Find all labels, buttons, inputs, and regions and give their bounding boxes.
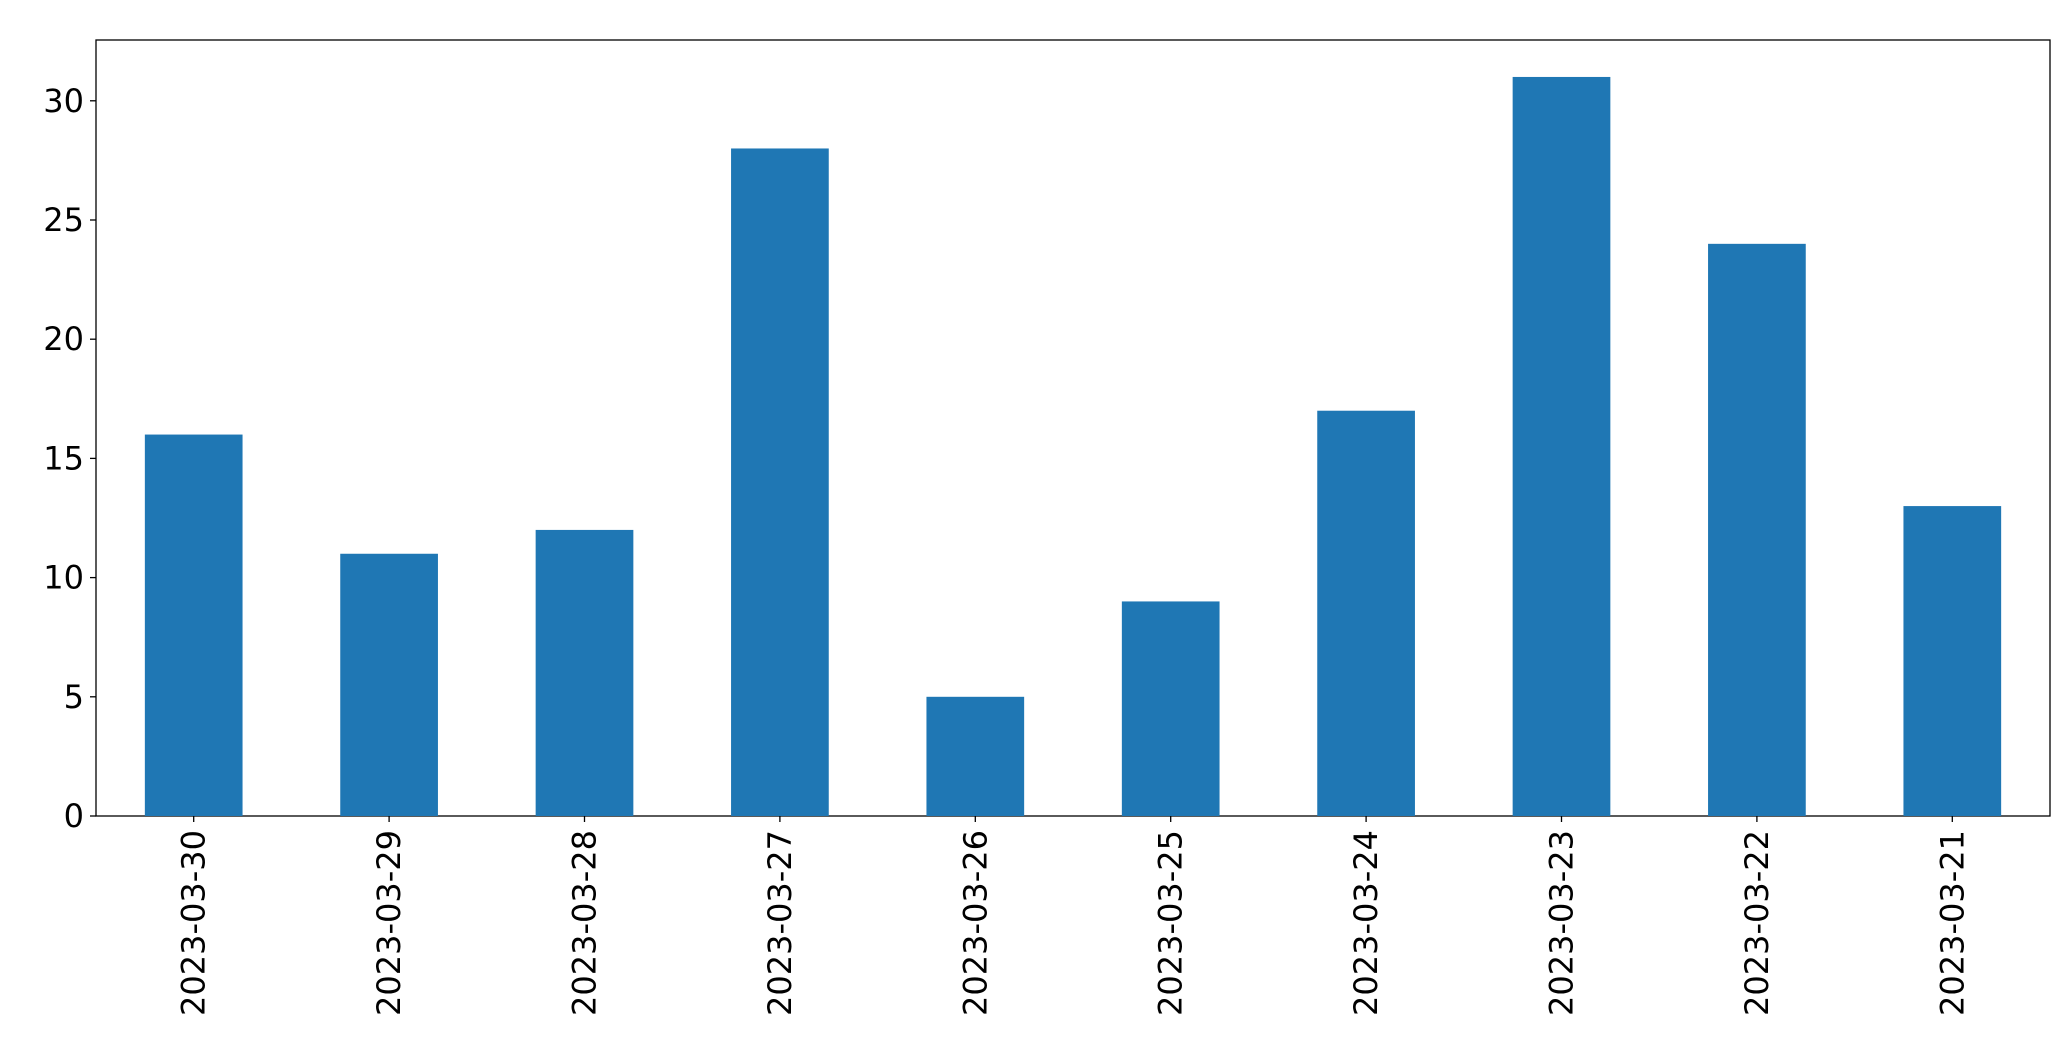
y-tick-label: 15 — [43, 439, 84, 477]
x-tick-label: 2023-03-28 — [566, 830, 604, 1016]
x-tick-label: 2023-03-21 — [1933, 830, 1971, 1016]
x-tick-label: 2023-03-23 — [1543, 830, 1581, 1016]
plot-frame — [95, 39, 2051, 817]
x-tick-label: 2023-03-29 — [370, 830, 408, 1016]
bar — [144, 434, 243, 816]
bar — [1903, 506, 2002, 816]
x-tick-label: 2023-03-24 — [1347, 830, 1385, 1016]
y-tick-label: 10 — [43, 559, 84, 597]
bar — [1317, 410, 1415, 816]
x-tick-label: 2023-03-27 — [761, 830, 799, 1016]
x-tick-label: 2023-03-26 — [956, 830, 994, 1016]
x-tick-label: 2023-03-25 — [1152, 830, 1190, 1016]
bar — [1708, 243, 1806, 816]
bar — [1121, 601, 1220, 816]
y-tick-label: 30 — [43, 82, 84, 120]
y-tick-label: 0 — [64, 797, 84, 835]
x-tick-label: 2023-03-22 — [1738, 830, 1776, 1016]
x-tick-label: 2023-03-30 — [175, 830, 213, 1016]
y-tick-label: 20 — [43, 320, 84, 358]
bar — [340, 553, 438, 816]
bar — [535, 529, 634, 816]
bar — [926, 696, 1025, 816]
bar — [1512, 76, 1611, 816]
y-tick-label: 5 — [64, 678, 84, 716]
y-tick-label: 25 — [43, 201, 84, 239]
bar — [731, 148, 829, 816]
